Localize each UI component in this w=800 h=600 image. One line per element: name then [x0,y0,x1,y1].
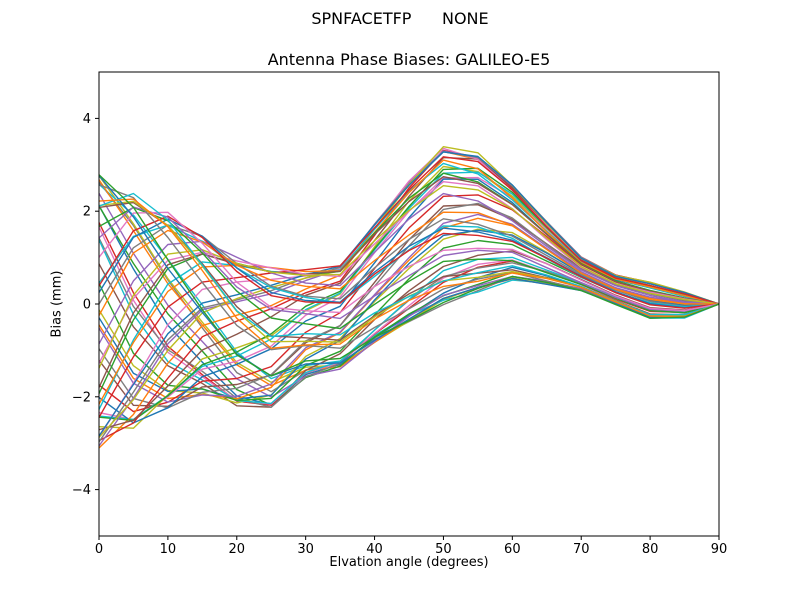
chart-title: Antenna Phase Biases: GALILEO-E5 [267,50,551,69]
x-tick-label: 10 [160,542,177,557]
x-tick-label: 20 [229,542,246,557]
bias-line-group [99,145,719,449]
x-tick-label: 30 [297,542,314,557]
x-tick-label: 60 [504,542,521,557]
bias-line [99,206,719,330]
bias-line [99,206,719,320]
bias-line [99,178,719,424]
figure-suptitle: SPNFACETFP NONE [311,9,489,28]
bias-line [99,215,719,309]
x-tick-label: 90 [711,542,728,557]
y-tick-label: −2 [72,390,91,405]
y-axis-label: Bias (mm) [49,270,65,338]
bias-line [99,184,719,351]
bias-line [99,198,719,349]
bias-line [99,211,719,317]
y-tick-label: 2 [83,205,91,220]
x-tick-label: 40 [366,542,383,557]
x-axis-label: Elvation angle (degrees) [329,555,489,570]
x-tick-label: 70 [573,542,590,557]
x-tick-label: 50 [435,542,452,557]
y-tick-label: −4 [72,483,91,498]
y-tick-label: 4 [83,112,91,127]
bias-line [99,213,719,403]
bias-line [99,151,719,437]
x-tick-label: 0 [95,542,103,557]
x-tick-label: 80 [642,542,659,557]
bias-line [99,218,719,309]
bias-line [99,173,719,377]
y-tick-label: 0 [83,298,91,313]
bias-line [99,211,719,314]
